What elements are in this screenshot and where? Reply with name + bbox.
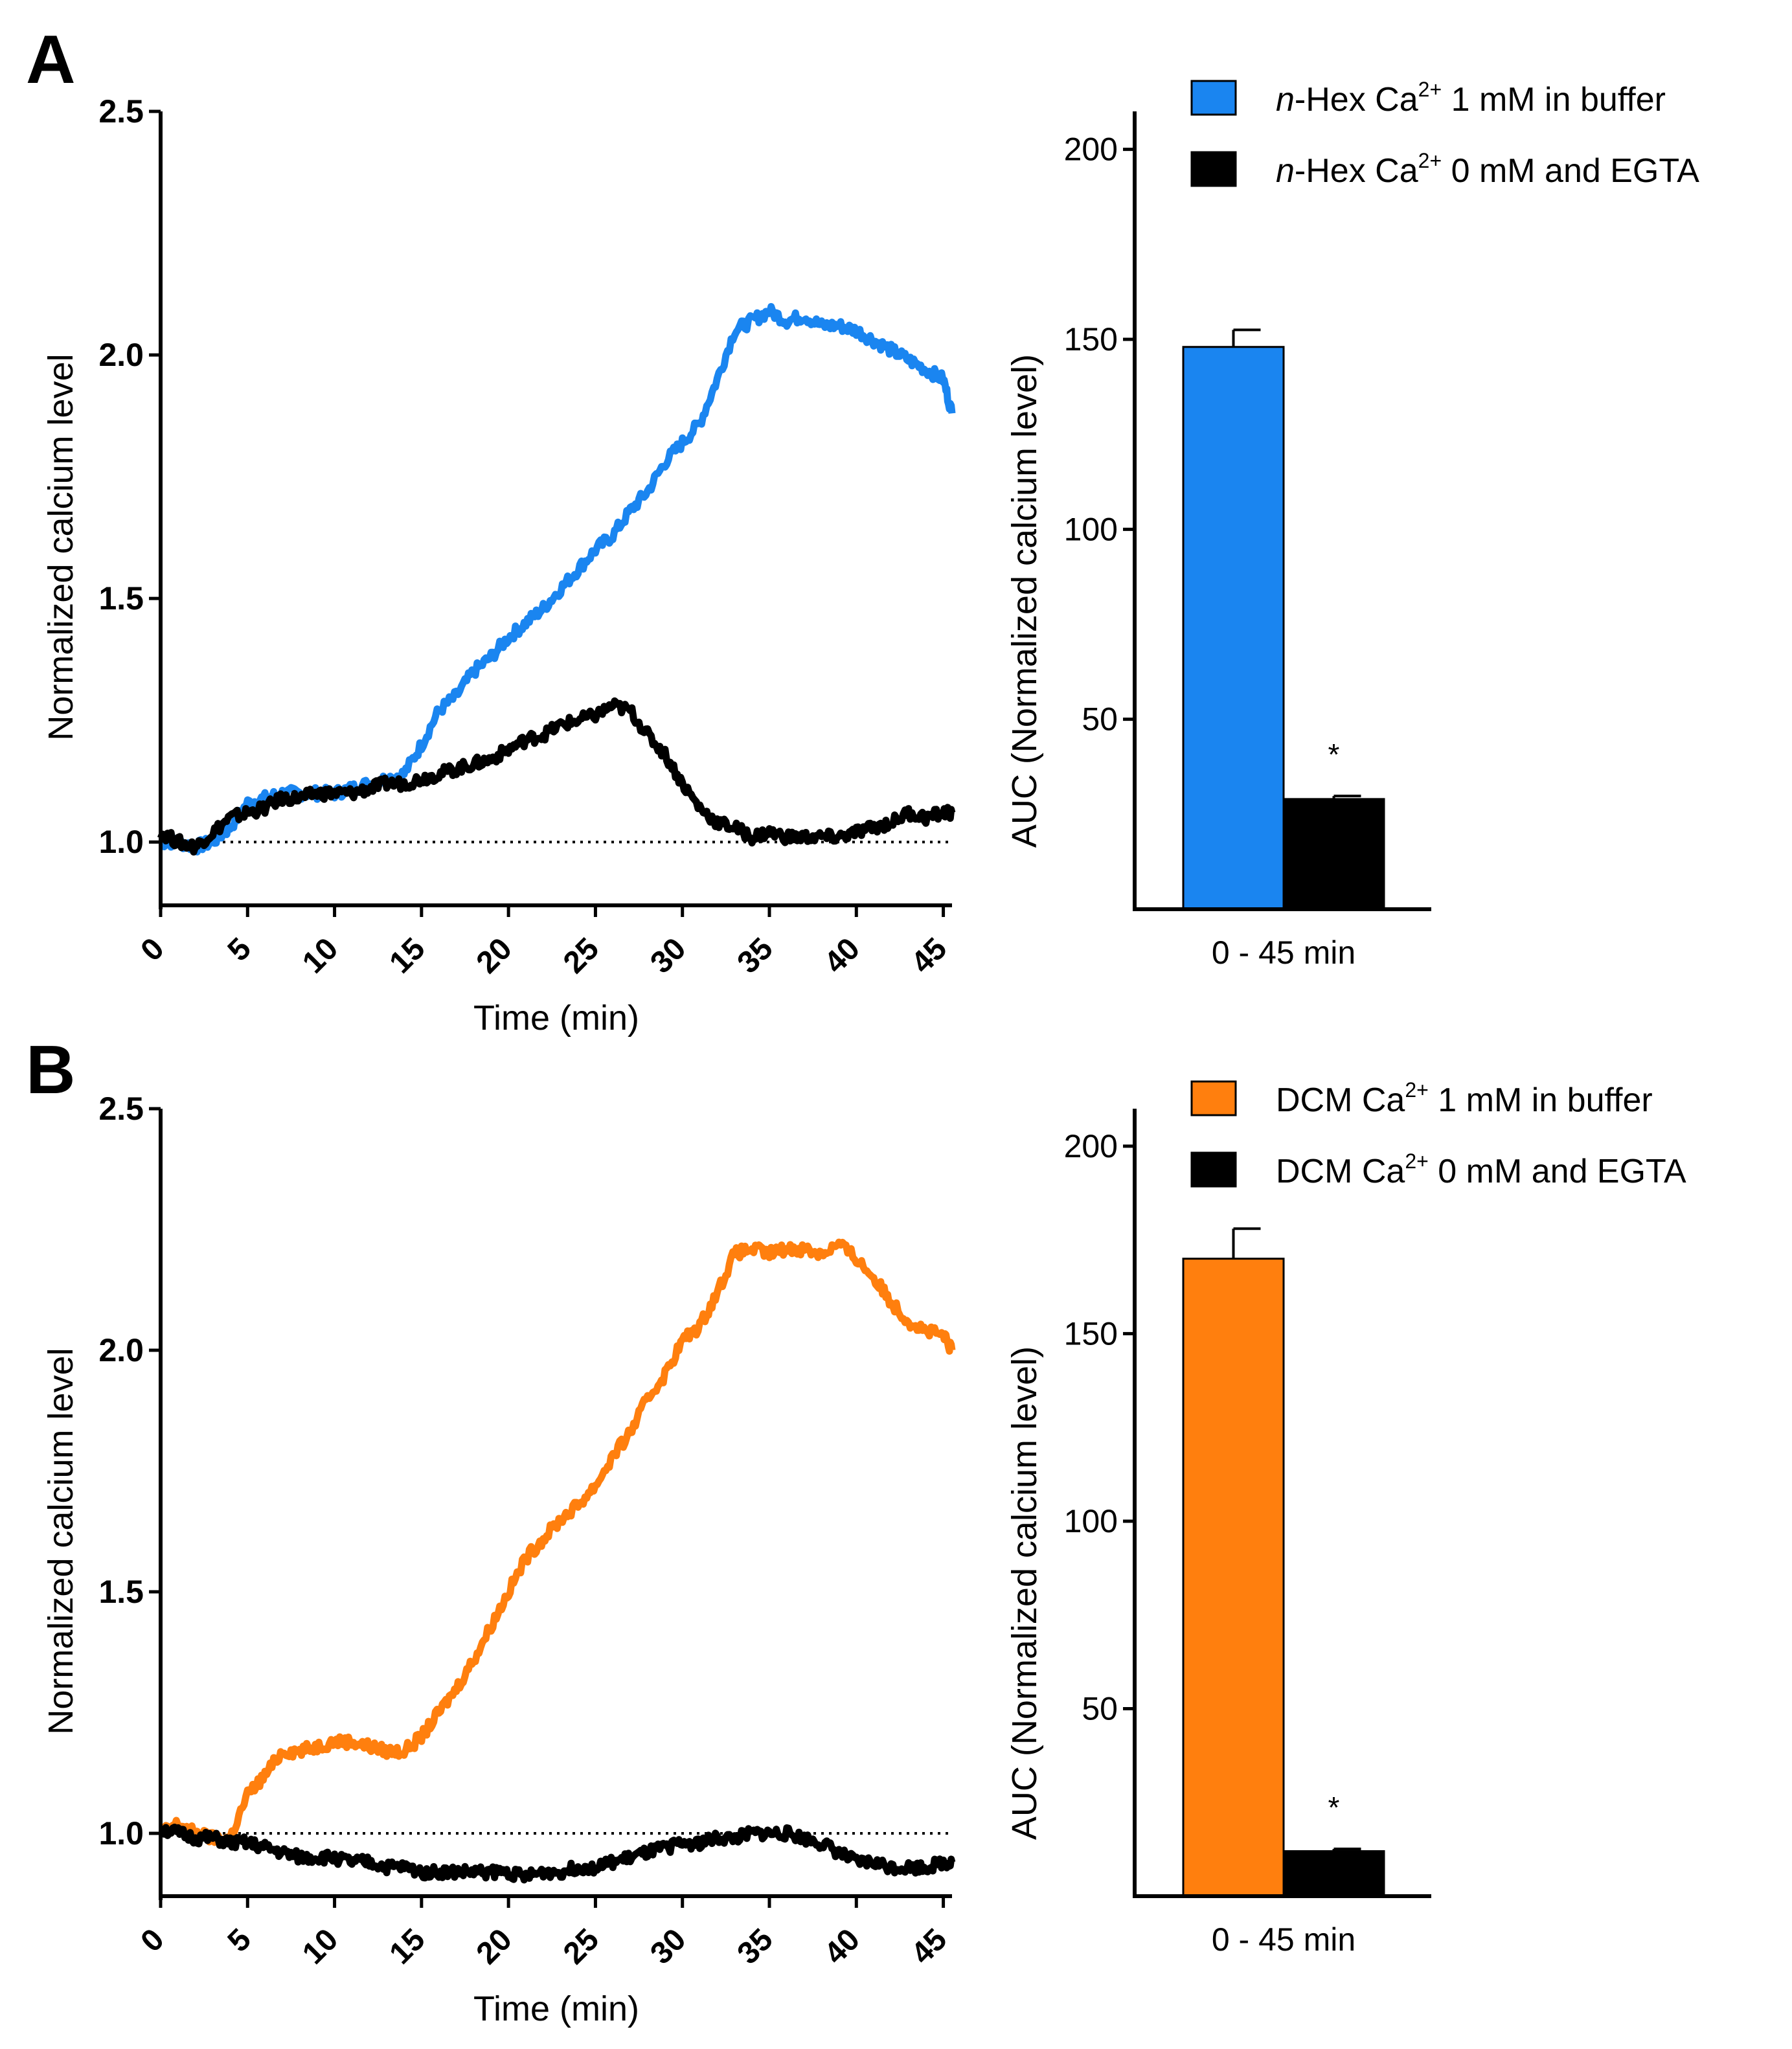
legend-text-rest: 0 mM and EGTA <box>1442 152 1699 190</box>
y-axis-label: Normalized calcium level <box>41 1348 80 1734</box>
x-tick-label: 20 <box>470 931 519 980</box>
auc-y-tick-label: 50 <box>1082 1690 1118 1726</box>
legend-text-rest: 1 mM in buffer <box>1429 1081 1653 1119</box>
auc-x-axis-label: 0 - 45 min <box>1212 1921 1355 1958</box>
panel-letter: B <box>26 1032 76 1108</box>
auc-chart-A-auc: * 50 100 150 200 0 - 45 min AUC (Normalized ca… <box>1005 111 1431 971</box>
y-tick-label: 2.5 <box>98 1091 144 1127</box>
legend-italic: n <box>1276 81 1295 119</box>
significance-marker: * <box>1328 738 1340 771</box>
legend-text-main: -Hex Ca <box>1295 81 1418 119</box>
x-tick-label: 35 <box>731 1922 780 1971</box>
y-tick-label: 2.0 <box>98 1332 144 1368</box>
auc-y-axis-label: AUC (Normalized calcium level) <box>1005 1346 1044 1840</box>
y-axis-label: Normalized calcium level <box>41 354 80 740</box>
legend-text-rest: 0 mM and EGTA <box>1429 1153 1686 1190</box>
x-tick-label: 40 <box>818 1922 867 1971</box>
bar-0 <box>1182 346 1285 911</box>
auc-chart-B-auc: * 50 100 150 200 0 - 45 min AUC (Normalized ca… <box>1005 1109 1431 1958</box>
x-tick-label: 15 <box>383 1922 431 1971</box>
x-tick-label: 35 <box>731 931 780 980</box>
legend-label-1: DCM Ca2+ 0 mM and EGTA <box>1276 1149 1686 1190</box>
series-line-1 <box>159 1824 956 1884</box>
y-tick-label: 1.5 <box>98 1574 144 1610</box>
legend-swatch-1 <box>1190 151 1237 187</box>
x-tick-label: 15 <box>383 931 431 980</box>
auc-y-tick-label: 200 <box>1064 1128 1118 1164</box>
auc-y-tick-label: 100 <box>1064 511 1118 547</box>
y-tick-label: 2.5 <box>98 93 144 130</box>
auc-y-tick-label: 150 <box>1064 321 1118 357</box>
legend-text-main: DCM Ca <box>1276 1153 1405 1190</box>
trace-chart-A-trace: 1.0 1.5 2.0 2.5 0 5 10 15 20 25 30 35 40 45 Time (min)… <box>41 93 956 1037</box>
panel-letter: A <box>26 21 76 98</box>
bar-1 <box>1282 798 1385 911</box>
legend-label-0: DCM Ca2+ 1 mM in buffer <box>1276 1078 1653 1119</box>
x-axis-label: Time (min) <box>473 1989 639 2028</box>
legend-text-main: DCM Ca <box>1276 1081 1405 1119</box>
bar-0 <box>1182 1258 1285 1897</box>
legend-superscript: 2+ <box>1418 78 1442 101</box>
bar-1 <box>1282 1850 1385 1897</box>
x-axis-label: Time (min) <box>473 999 639 1037</box>
series-line-1 <box>157 697 956 856</box>
auc-x-axis-label: 0 - 45 min <box>1212 934 1355 971</box>
y-tick-label: 1.0 <box>98 824 144 860</box>
y-tick-label: 1.5 <box>98 580 144 617</box>
x-tick-label: 5 <box>221 931 258 968</box>
x-tick-label: 30 <box>644 931 692 980</box>
y-tick-label: 1.0 <box>98 1815 144 1851</box>
legend-label-0: n-Hex Ca2+ 1 mM in buffer <box>1276 78 1666 119</box>
x-tick-label: 10 <box>296 1922 345 1971</box>
auc-y-tick-label: 100 <box>1064 1503 1118 1539</box>
x-tick-label: 25 <box>557 931 606 980</box>
x-tick-label: 45 <box>905 1922 953 1971</box>
legend-superscript: 2+ <box>1405 1149 1428 1173</box>
y-tick-label: 2.0 <box>98 337 144 373</box>
trace-chart-B-trace: 1.0 1.5 2.0 2.5 0 5 10 15 20 25 30 35 40 45 Time (min)… <box>41 1091 956 2028</box>
significance-marker: * <box>1328 1791 1340 1824</box>
x-tick-label: 0 <box>134 1922 170 1958</box>
legend-superscript: 2+ <box>1418 149 1442 172</box>
legend-italic: n <box>1276 152 1295 190</box>
x-tick-label: 30 <box>644 1922 692 1971</box>
legend-superscript: 2+ <box>1405 1078 1428 1102</box>
legend-text-main: -Hex Ca <box>1295 152 1418 190</box>
auc-y-axis-label: AUC (Normalized calcium level) <box>1005 354 1044 848</box>
legend-swatch-1 <box>1190 1151 1237 1188</box>
series-line-0 <box>157 1238 956 1847</box>
auc-y-tick-label: 200 <box>1064 131 1118 168</box>
auc-y-tick-label: 50 <box>1082 701 1118 738</box>
x-tick-label: 25 <box>557 1922 606 1971</box>
x-tick-label: 40 <box>818 931 867 980</box>
series-line-0 <box>159 302 956 855</box>
legend-swatch-0 <box>1190 80 1237 116</box>
legend-swatch-0 <box>1190 1080 1237 1116</box>
x-tick-label: 45 <box>905 931 953 980</box>
x-tick-label: 5 <box>221 1922 258 1958</box>
legend-text-rest: 1 mM in buffer <box>1442 81 1666 119</box>
x-tick-label: 10 <box>296 931 345 980</box>
legend-label-1: n-Hex Ca2+ 0 mM and EGTA <box>1276 149 1699 190</box>
x-tick-label: 0 <box>134 931 170 968</box>
x-tick-label: 20 <box>470 1922 519 1971</box>
auc-y-tick-label: 150 <box>1064 1315 1118 1352</box>
